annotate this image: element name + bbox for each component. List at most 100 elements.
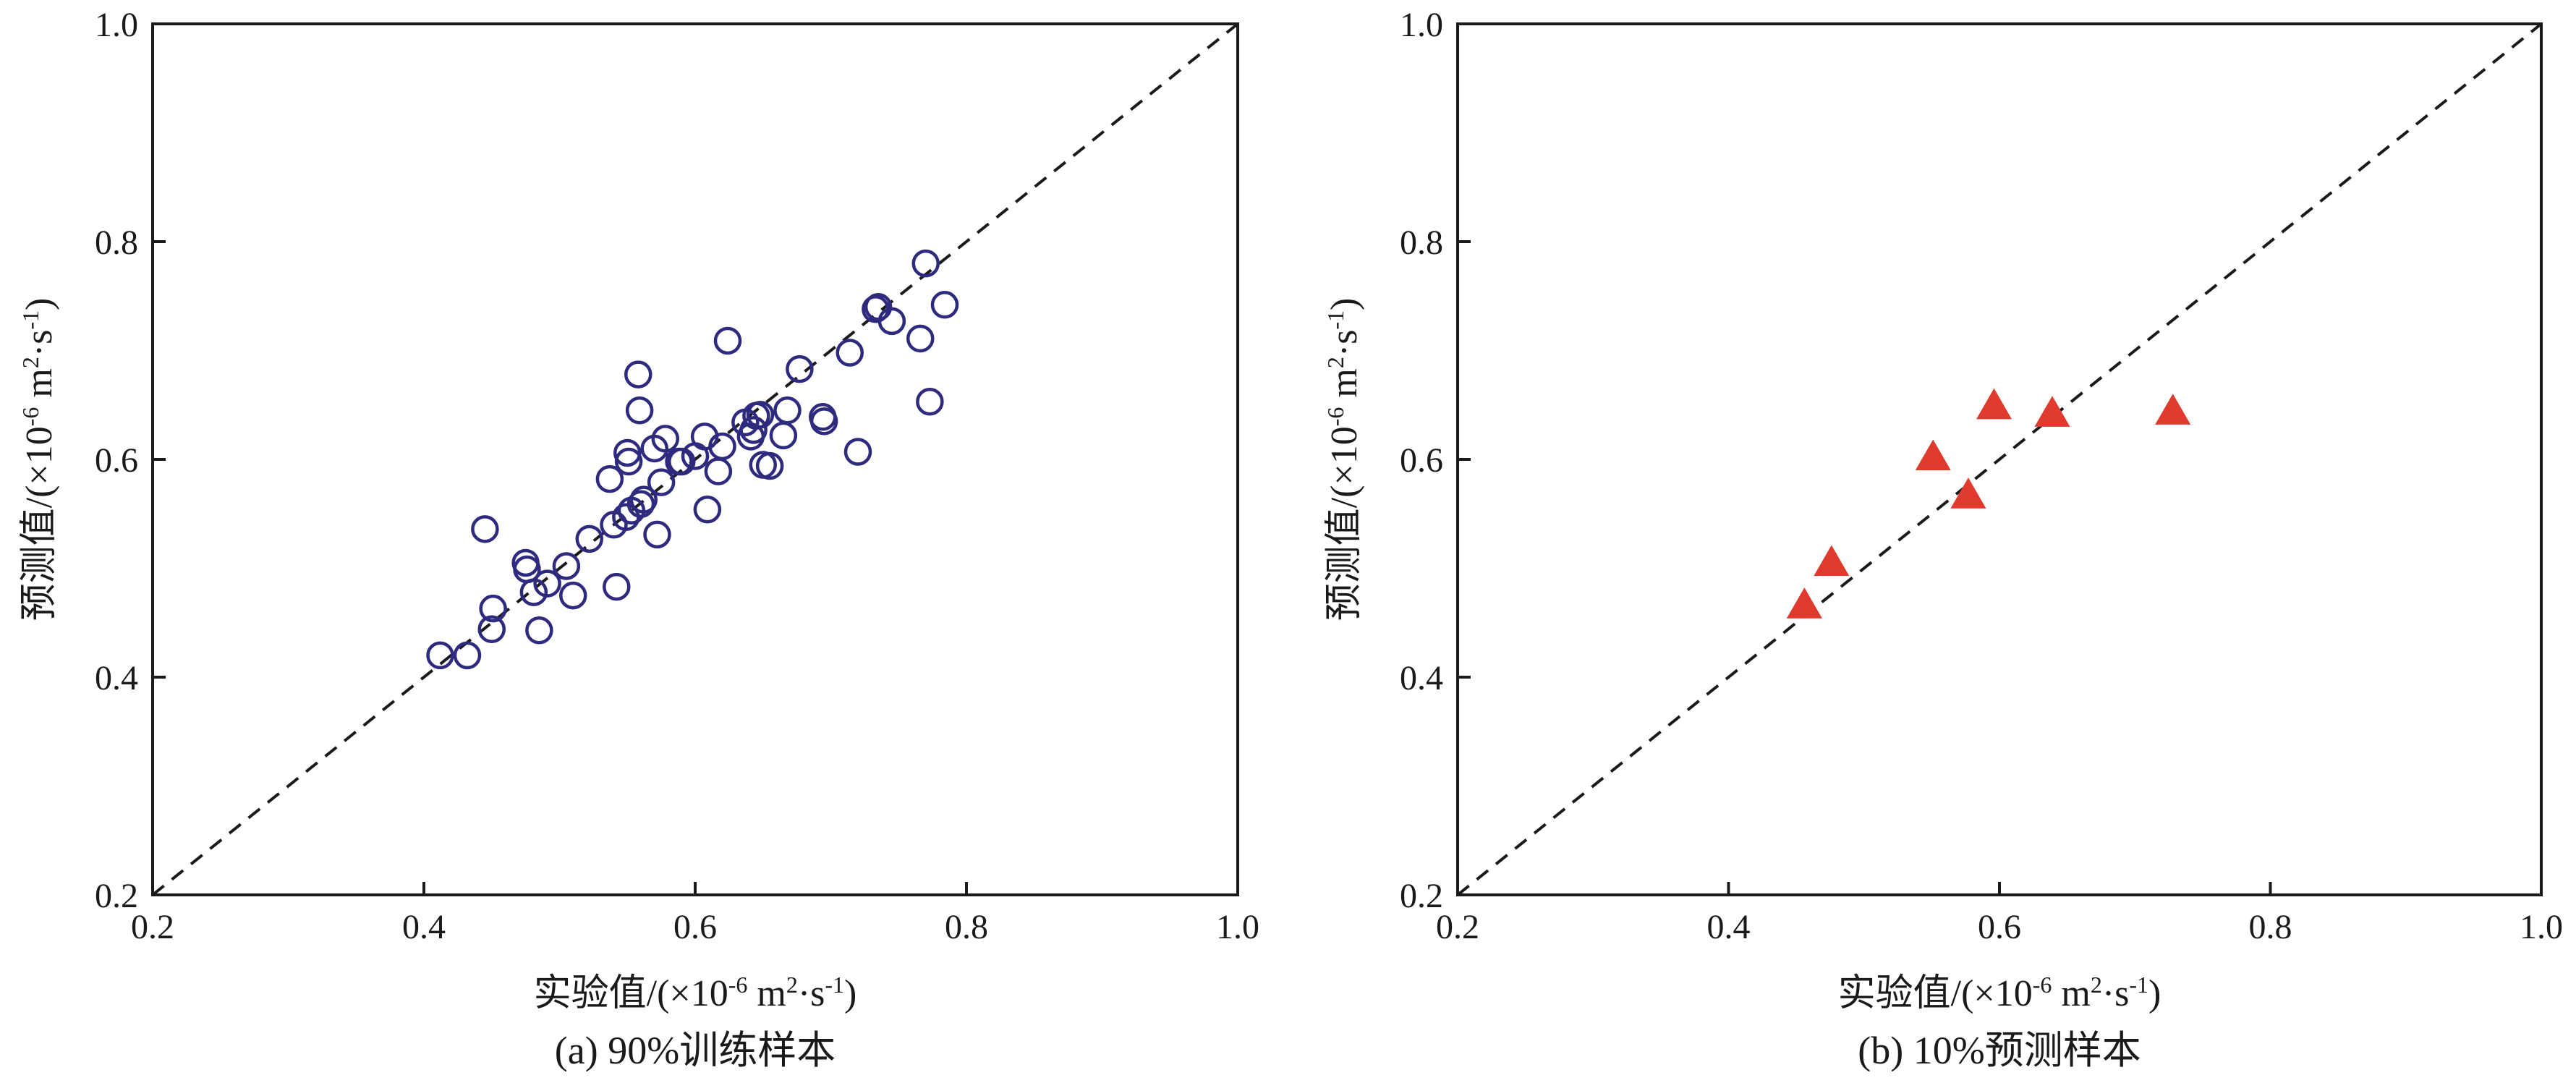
y-axis-title-unit-s-exponent: -1 [17, 310, 43, 330]
panel-caption: (b) 10%预测样本 [1858, 1029, 2141, 1072]
x-tick-label: 0.2 [131, 908, 174, 946]
y-axis-title-unit-m: m [1324, 368, 1365, 407]
data-point [525, 616, 553, 645]
data-point [552, 552, 581, 580]
data-point [773, 396, 802, 425]
x-axis-title-exponent: -6 [728, 972, 748, 998]
identity-reference-line [1456, 22, 2543, 896]
data-point [786, 354, 814, 383]
x-axis-title: 实验值/(×10-6 m2·s-1) [534, 972, 857, 1014]
data-point [479, 594, 507, 623]
data-point [906, 324, 935, 353]
data-point [575, 524, 603, 553]
x-tick-label: 0.6 [1978, 908, 2021, 946]
y-axis-title-exponent: -6 [17, 407, 43, 427]
data-point [453, 641, 482, 670]
panel-a-training: 0.2 0.4 0.6 0.8 1.00.20.40.60.81.0实验值/(×10-6… [17, 6, 1259, 1072]
x-axis-title-unit-s-exponent: -1 [2129, 972, 2148, 998]
data-point [559, 581, 587, 610]
data-point [477, 615, 506, 644]
data-point [595, 464, 624, 493]
data-point [1915, 439, 1951, 471]
data-point [651, 425, 679, 453]
data-point [1950, 477, 1986, 509]
data-point [1786, 587, 1822, 619]
x-tick-label: 1.0 [1216, 908, 1259, 946]
y-axis-title-unit-s: ·s [19, 330, 60, 357]
data-point [426, 641, 454, 670]
y-tick-label: 0.2 [95, 877, 138, 915]
x-axis-title-unit-m: m [2052, 973, 2090, 1014]
x-axis-title-unit-m-exponent: 2 [2091, 972, 2102, 998]
y-axis-title-close: ) [19, 298, 60, 310]
x-tick-label: 1.0 [2520, 908, 2563, 946]
y-axis-title-close: ) [1324, 298, 1365, 310]
y-axis-title-unit-m-exponent: 2 [1322, 357, 1348, 368]
x-axis-title-prefix: 实验值/(×10 [1838, 973, 2033, 1014]
x-axis-title: 实验值/(×10-6 m2·s-1) [1838, 972, 2161, 1014]
x-axis-title-close: ) [2148, 973, 2161, 1014]
data-point [668, 447, 696, 476]
data-point [746, 401, 775, 429]
y-axis-title-unit-m: m [19, 368, 60, 407]
x-tick-label: 0.4 [1707, 908, 1751, 946]
data-point [647, 468, 676, 496]
y-tick-label: 1.0 [95, 6, 138, 44]
y-axis-title-unit-s-exponent: -1 [1322, 310, 1348, 330]
x-tick-label: 0.2 [1436, 908, 1479, 946]
data-point [755, 451, 784, 480]
data-point [624, 360, 652, 388]
y-axis-title-exponent: -6 [1322, 407, 1348, 427]
data-point [693, 495, 722, 524]
x-tick-label: 0.4 [402, 908, 446, 946]
x-axis-title-unit-s: ·s [2102, 973, 2130, 1014]
data-point [708, 432, 736, 461]
x-axis-title-unit-m-exponent: 2 [786, 972, 798, 998]
x-axis-title-close: ) [844, 973, 856, 1014]
panel-caption: (a) 90%训练样本 [555, 1029, 836, 1072]
data-point [911, 249, 940, 278]
x-tick-label: 0.6 [673, 908, 717, 946]
data-point [916, 387, 944, 416]
y-tick-label: 1.0 [1400, 6, 1443, 44]
data-point [1814, 545, 1850, 577]
data-point [2155, 394, 2191, 425]
y-tick-label: 0.4 [95, 659, 138, 697]
data-point [533, 569, 561, 598]
data-point [1976, 388, 2012, 420]
data-point [613, 438, 642, 467]
data-point [2034, 396, 2070, 427]
data-point [843, 438, 872, 466]
data-point [769, 421, 798, 450]
data-point [836, 339, 864, 367]
y-axis-title-unit-m-exponent: 2 [17, 357, 43, 368]
data-point [739, 416, 768, 444]
y-axis-title: 预测值/(×10-6 m2·s-1) [1322, 298, 1365, 621]
data-point [471, 515, 499, 543]
data-point [629, 485, 658, 514]
data-point [614, 447, 643, 476]
data-point [643, 520, 671, 549]
data-point [704, 457, 733, 485]
data-point [603, 572, 631, 601]
y-tick-label: 0.2 [1400, 877, 1443, 915]
y-tick-label: 0.4 [1400, 659, 1443, 697]
data-point [626, 490, 655, 518]
data-point [625, 396, 654, 425]
x-axis-title-unit-s: ·s [798, 973, 825, 1014]
y-axis-title-prefix: 预测值/(×10 [19, 426, 60, 621]
x-axis-title-unit-s-exponent: -1 [825, 972, 844, 998]
y-tick-label: 0.8 [95, 224, 138, 262]
y-axis-title-prefix: 预测值/(×10 [1324, 426, 1365, 621]
y-axis-title-unit-s: ·s [1324, 330, 1365, 357]
panel-b-prediction: 0.2 0.4 0.6 0.8 1.00.20.40.60.81.0实验值/(×10-6… [1322, 6, 2563, 1072]
y-tick-label: 0.6 [95, 441, 138, 480]
y-tick-label: 0.8 [1400, 224, 1443, 262]
data-point [809, 407, 838, 436]
x-axis-title-exponent: -6 [2033, 972, 2052, 998]
x-axis-title-prefix: 实验值/(×10 [534, 973, 728, 1014]
y-axis-title: 预测值/(×10-6 m2·s-1) [17, 298, 60, 621]
data-point [713, 326, 742, 355]
y-tick-label: 0.6 [1400, 441, 1443, 480]
x-tick-label: 0.8 [2249, 908, 2292, 946]
